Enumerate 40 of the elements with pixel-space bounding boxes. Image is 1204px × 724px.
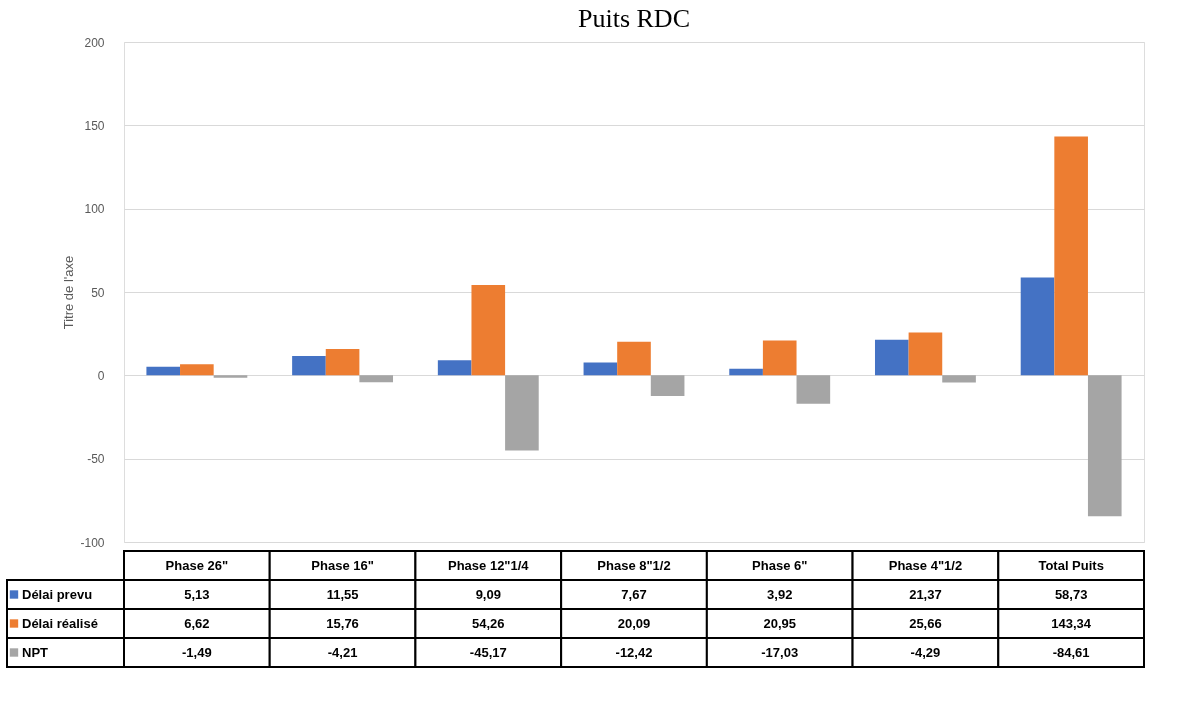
legend-label: NPT: [22, 644, 49, 660]
y-axis-title: Titre de l'axe: [61, 255, 77, 330]
data-label: 5,13: [184, 586, 210, 602]
x-tick-label: Phase 4"1/2: [888, 557, 963, 573]
data-label: 6,62: [184, 615, 210, 631]
data-label: 20,09: [617, 615, 651, 631]
y-tick-label: 150: [84, 118, 105, 133]
chart-title: Puits RDC: [578, 4, 690, 33]
data-label: 21,37: [909, 586, 942, 602]
x-tick-label: Total Puits: [1038, 557, 1104, 573]
data-label: -45,17: [469, 644, 507, 660]
y-tick-label: -100: [80, 535, 105, 550]
data-label: -17,03: [761, 644, 799, 660]
x-tick-label: Phase 8"1/2: [597, 557, 671, 573]
data-label: -1,49: [182, 644, 212, 660]
y-tick-label: 50: [91, 285, 105, 300]
data-label: 58,73: [1054, 586, 1088, 602]
data-label: -4,29: [910, 644, 941, 660]
data-label: -4,21: [327, 644, 358, 660]
y-tick-label: -50: [87, 452, 105, 467]
x-tick-label: Phase 12"1/4: [447, 557, 530, 573]
data-label: -12,42: [615, 644, 653, 660]
data-label: 54,26: [472, 615, 505, 631]
data-label: 11,55: [326, 586, 359, 602]
legend-label: Délai réalisé: [22, 615, 98, 631]
data-label: 25,66: [909, 615, 942, 631]
y-tick-label: 0: [97, 368, 105, 383]
x-tick-label: Phase 26": [165, 557, 229, 573]
x-tick-label: Phase 16": [311, 557, 374, 573]
data-label: 15,76: [326, 615, 359, 631]
y-tick-label: 100: [84, 202, 105, 217]
legend-label: Délai prevu: [22, 586, 93, 602]
data-label: -84,61: [1052, 644, 1090, 660]
data-label: 20,95: [763, 615, 796, 631]
data-label: 7,67: [621, 586, 647, 602]
y-tick-label: 200: [84, 35, 105, 50]
data-label: 9,09: [475, 586, 501, 602]
data-label: 143,34: [1051, 615, 1092, 631]
data-label: 3,92: [767, 586, 793, 602]
x-tick-label: Phase 6": [752, 557, 808, 573]
